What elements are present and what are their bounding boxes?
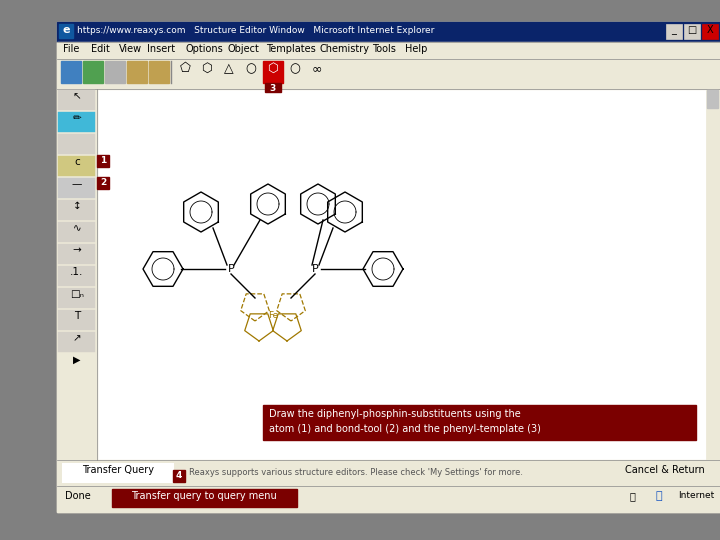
Text: 1: 1 — [100, 156, 106, 165]
Bar — [98, 89, 706, 460]
Bar — [63, 464, 173, 482]
Text: ⬡: ⬡ — [202, 62, 212, 75]
Bar — [58, 354, 95, 368]
Text: Chemistry: Chemistry — [319, 44, 369, 54]
Text: Help: Help — [405, 44, 428, 54]
Bar — [197, 61, 217, 83]
Text: ∿: ∿ — [73, 223, 81, 233]
Bar — [684, 24, 700, 39]
Bar — [307, 61, 327, 83]
Text: 3: 3 — [270, 84, 276, 93]
Text: Transfer query to query menu: Transfer query to query menu — [131, 491, 277, 501]
Text: Object: Object — [228, 44, 260, 54]
Bar — [149, 61, 169, 83]
Bar — [58, 178, 95, 198]
Bar — [58, 332, 95, 352]
Text: Insert: Insert — [147, 44, 175, 54]
Text: ✏: ✏ — [73, 113, 81, 123]
Text: X: X — [707, 25, 714, 35]
Text: ↕: ↕ — [73, 201, 81, 211]
Bar — [58, 310, 95, 330]
Text: 4: 4 — [176, 471, 182, 480]
Text: 2: 2 — [100, 178, 106, 187]
Bar — [112, 489, 297, 507]
Bar — [263, 405, 696, 440]
Bar — [285, 61, 305, 83]
Bar — [57, 22, 720, 42]
Bar — [59, 24, 73, 38]
Bar — [707, 90, 718, 108]
Bar — [263, 61, 283, 83]
Text: 🔒: 🔒 — [630, 491, 636, 501]
Text: ⬡: ⬡ — [268, 62, 279, 75]
Text: Templates: Templates — [266, 44, 316, 54]
Text: ▶: ▶ — [73, 355, 81, 365]
Text: File: File — [63, 44, 79, 54]
Bar — [58, 244, 95, 264]
Text: ○: ○ — [246, 62, 256, 75]
Text: .1.: .1. — [71, 267, 84, 277]
Text: △: △ — [224, 62, 234, 75]
Text: P: P — [228, 264, 235, 274]
Bar — [58, 288, 95, 308]
Bar — [57, 89, 97, 460]
Bar — [105, 61, 125, 83]
Bar — [666, 24, 682, 39]
Text: T: T — [74, 311, 80, 321]
Text: c: c — [74, 157, 80, 167]
Text: ∞: ∞ — [312, 62, 322, 75]
Text: Transfer Query: Transfer Query — [82, 465, 154, 475]
Bar — [58, 112, 95, 132]
Text: □ₙ: □ₙ — [70, 289, 84, 299]
Bar — [175, 61, 195, 83]
Text: —: — — [72, 179, 82, 189]
Bar — [83, 61, 103, 83]
Bar — [57, 59, 720, 89]
Text: Options: Options — [185, 44, 222, 54]
Bar — [61, 61, 81, 83]
Bar — [58, 156, 95, 176]
Bar — [241, 61, 261, 83]
Text: Edit: Edit — [91, 44, 110, 54]
Text: View: View — [119, 44, 142, 54]
Bar — [706, 89, 719, 460]
Bar — [97, 177, 109, 189]
Bar — [58, 134, 95, 154]
Text: 🌐: 🌐 — [655, 491, 662, 501]
Bar — [58, 90, 95, 110]
Text: Cancel & Return: Cancel & Return — [625, 465, 705, 475]
Text: https://www.reaxys.com   Structure Editor Window   Microsoft Internet Explorer: https://www.reaxys.com Structure Editor … — [77, 26, 434, 35]
Text: ⬠: ⬠ — [179, 62, 190, 75]
Bar — [265, 83, 281, 92]
Text: e: e — [62, 25, 70, 35]
Bar — [127, 61, 147, 83]
Bar — [58, 222, 95, 242]
Bar — [58, 200, 95, 220]
Bar — [57, 42, 720, 59]
Bar — [702, 24, 718, 39]
Text: Draw the diphenyl-phosphin-substituents using the
atom (1) and bond-tool (2) and: Draw the diphenyl-phosphin-substituents … — [269, 409, 541, 434]
Text: Tools: Tools — [372, 44, 396, 54]
Text: Done: Done — [65, 491, 91, 501]
Text: Internet: Internet — [678, 491, 714, 500]
Text: Reaxys supports various structure editors. Please check 'My Settings' for more.: Reaxys supports various structure editor… — [189, 468, 523, 477]
Text: ↗: ↗ — [73, 333, 81, 343]
Text: ○: ○ — [289, 62, 300, 75]
Text: P: P — [312, 264, 318, 274]
Bar — [615, 464, 715, 482]
Bar — [97, 155, 109, 167]
Text: ↖: ↖ — [73, 91, 81, 101]
Bar — [58, 266, 95, 286]
Text: Fe: Fe — [268, 312, 278, 321]
Bar — [57, 486, 720, 512]
Text: □: □ — [688, 25, 697, 35]
Bar — [219, 61, 239, 83]
Bar — [57, 460, 720, 486]
Bar — [173, 470, 185, 482]
Text: →: → — [73, 245, 81, 255]
Text: _: _ — [672, 25, 676, 35]
